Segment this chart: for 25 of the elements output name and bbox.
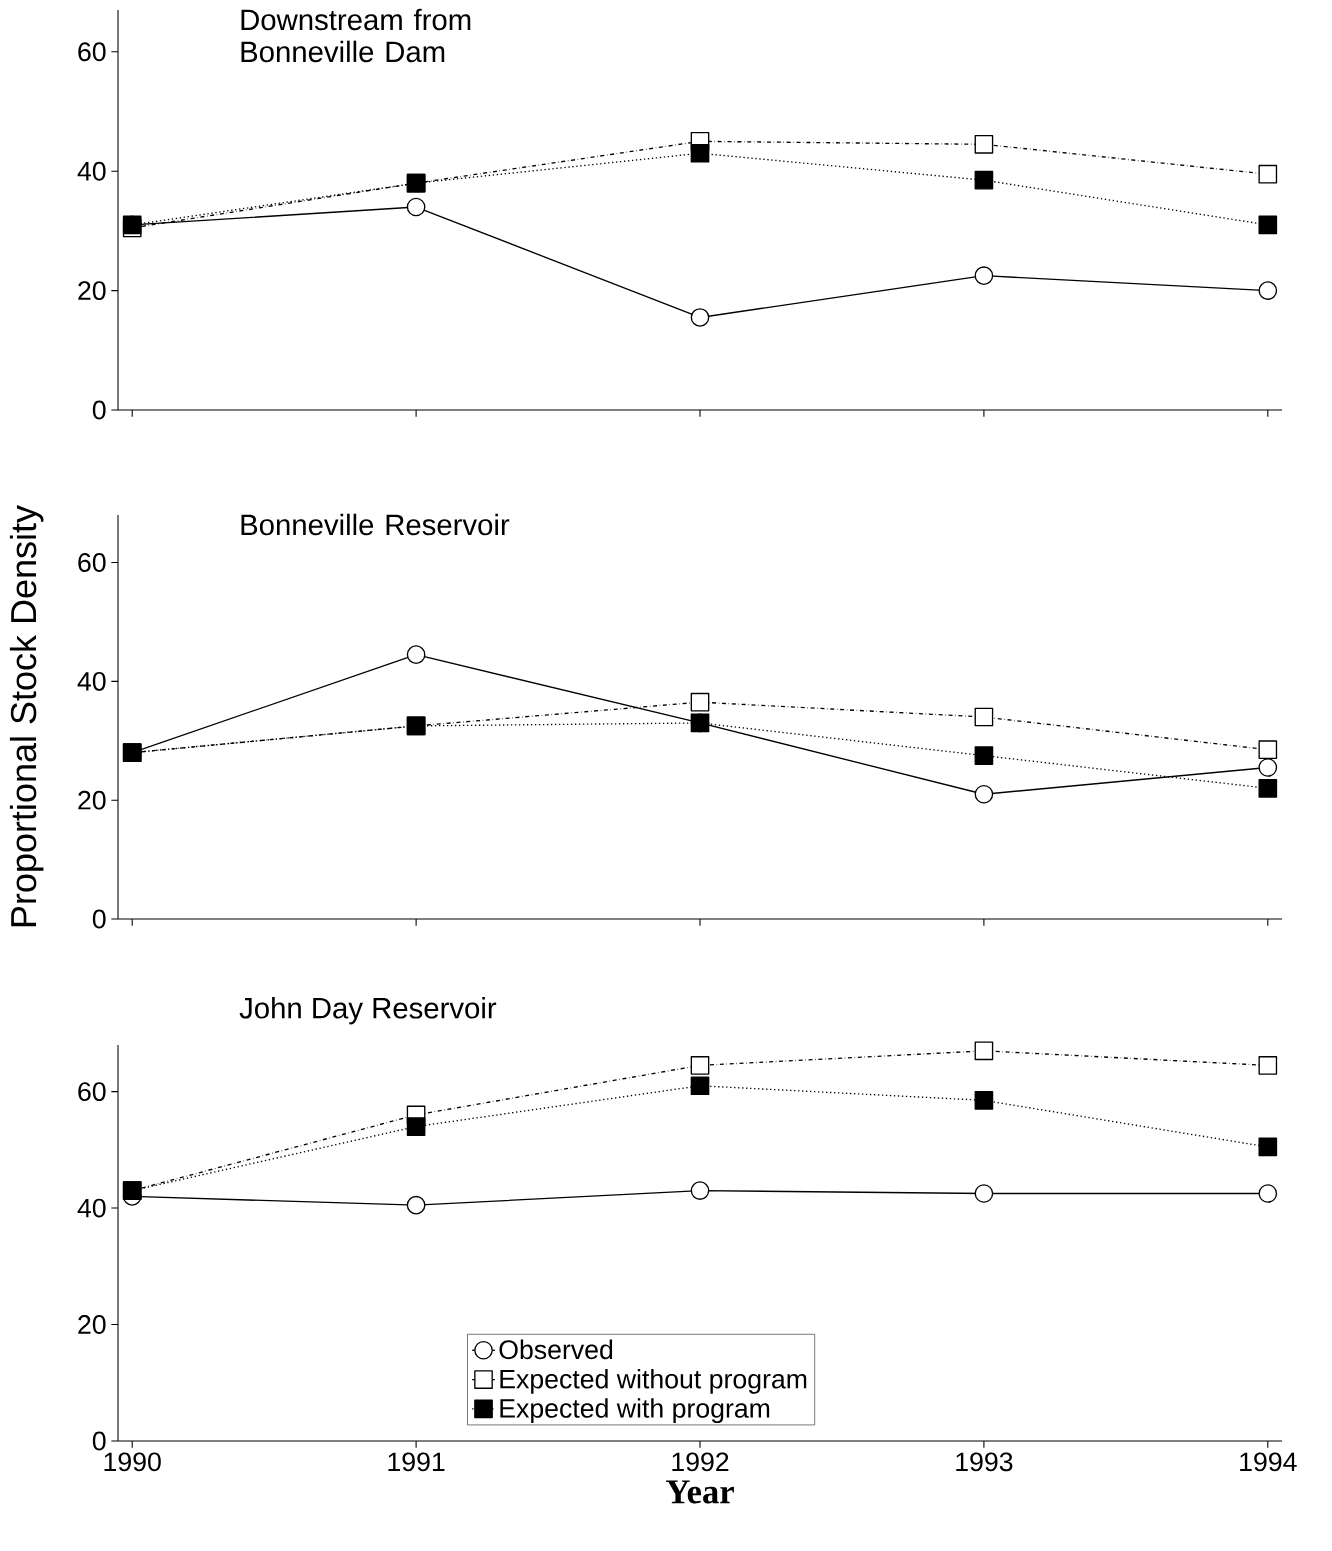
chart-title: Downstream from Bonneville Dam: [241, 8, 471, 63]
y-tick-label: 40: [77, 671, 106, 691]
x-tick-label: 1994: [1240, 1452, 1297, 1472]
y-tick-label: 20: [78, 790, 106, 810]
y-tick-label: 60: [78, 1082, 106, 1102]
legend-label: Expected with program: [500, 1398, 770, 1424]
legend-label: Observed: [499, 1339, 613, 1360]
y-tick-label: 20: [78, 1315, 106, 1334]
y-tick-label: 0: [92, 909, 106, 929]
y-tick-label: 60: [78, 42, 106, 62]
x-tick-label: 1993: [956, 1452, 1013, 1472]
y-tick-label: 0: [92, 1431, 106, 1451]
x-axis-title: Year: [665, 1480, 734, 1504]
chart-title: John Day Reservoir: [239, 997, 497, 1025]
y-axis-title: Proportional Stock Density: [9, 505, 44, 927]
x-tick-label: 1992: [672, 1452, 729, 1472]
y-tick-label: 0: [92, 400, 106, 420]
y-tick-label: 40: [77, 1198, 106, 1218]
y-tick-label: 40: [77, 161, 106, 181]
x-tick-label: 1990: [104, 1452, 161, 1472]
legend-label: Expected without program: [500, 1368, 807, 1394]
y-tick-label: 60: [78, 553, 106, 572]
x-tick-label: 1991: [388, 1452, 445, 1472]
y-tick-label: 20: [78, 281, 106, 301]
chart-title: Bonneville Reservoir: [241, 513, 510, 536]
